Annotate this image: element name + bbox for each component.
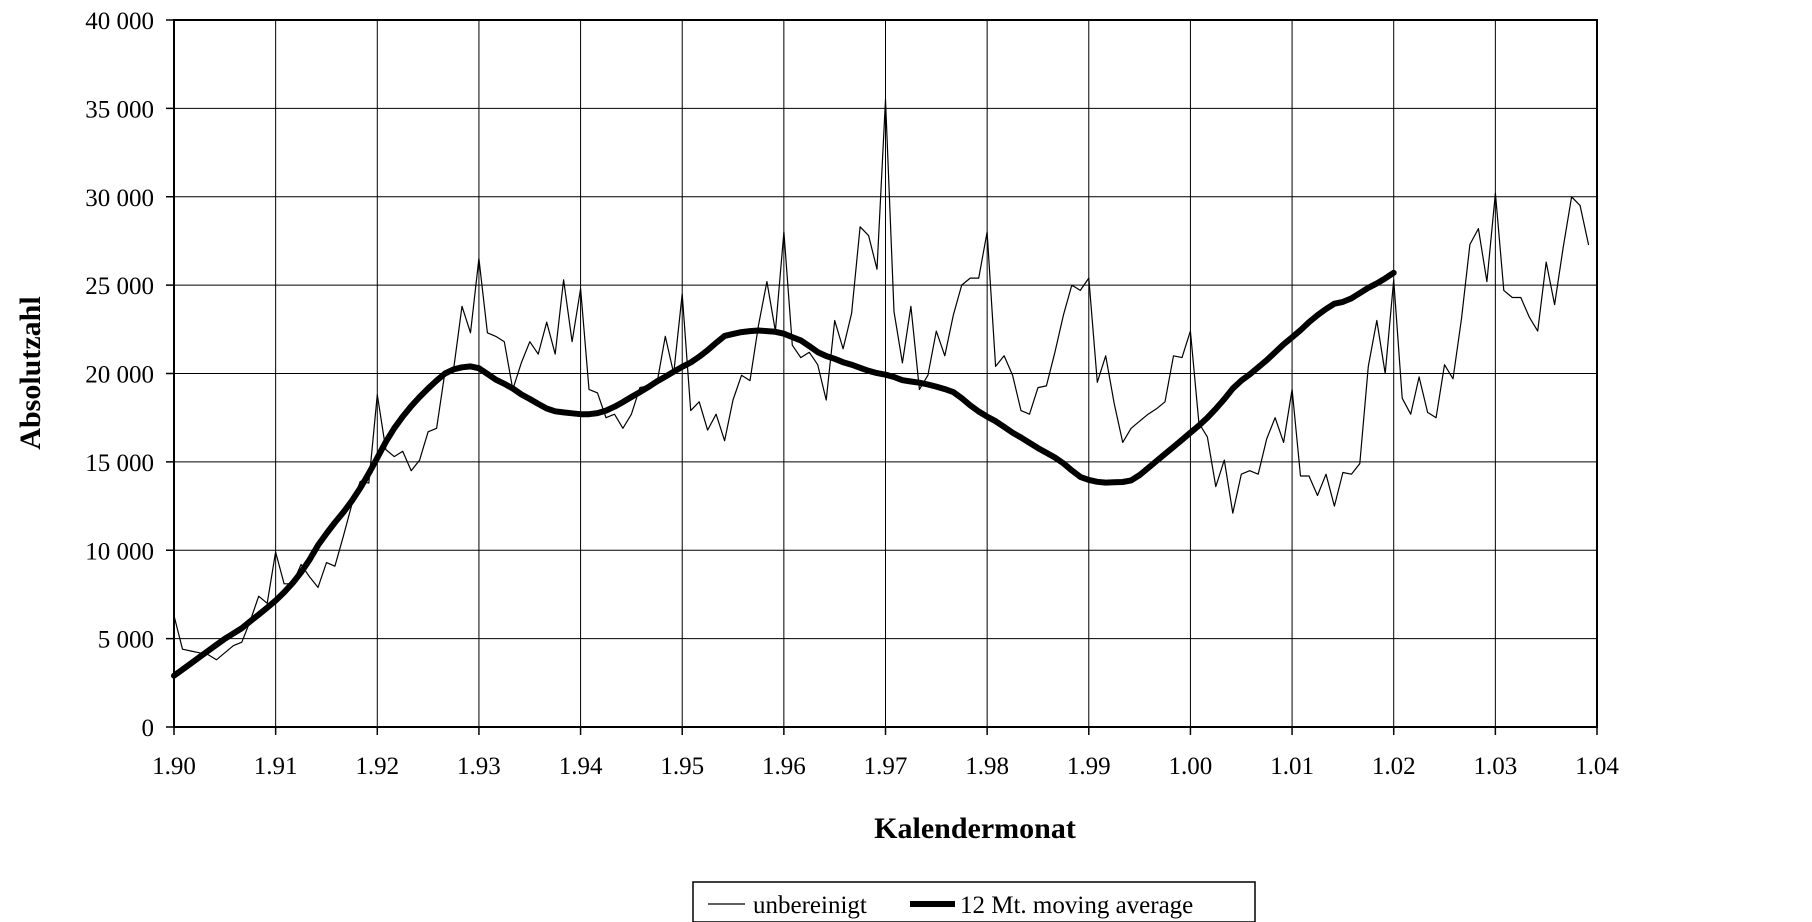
y-tick-label: 10 000	[85, 538, 154, 565]
series-line-moving-average	[171, 269, 1397, 679]
legend: unbereinigt 12 Mt. moving average	[692, 881, 1256, 922]
y-tick-label: 5 000	[98, 627, 154, 654]
x-tick-label: 1.95	[660, 753, 704, 780]
legend-label-moving-average: 12 Mt. moving average	[960, 892, 1193, 919]
x-tick-label: 1.94	[559, 753, 603, 780]
x-tick-label: 1.96	[762, 753, 806, 780]
x-tick-label: 1.93	[457, 753, 501, 780]
x-tick-label: 1.02	[1372, 753, 1416, 780]
series-layer	[171, 98, 1590, 679]
y-tick-label: 40 000	[85, 8, 154, 35]
y-tick-label: 20 000	[85, 362, 154, 389]
x-tick-label: 1.01	[1270, 753, 1314, 780]
series-line-unbereinigt	[173, 98, 1590, 661]
x-tick-label: 1.97	[864, 753, 908, 780]
legend-label-unbereinigt: unbereinigt	[753, 892, 867, 919]
legend-box	[692, 881, 1256, 922]
x-axis-title: Kalendermonat	[874, 812, 1076, 845]
y-tick-label: 35 000	[85, 96, 154, 123]
x-tick-label: 1.90	[152, 753, 196, 780]
y-tick-label: 25 000	[85, 273, 154, 300]
x-tick-label: 1.91	[254, 753, 298, 780]
x-tick-label: 1.00	[1169, 753, 1213, 780]
y-axis-title: Absolutzahl	[14, 296, 47, 449]
y-tick-label: 30 000	[85, 185, 154, 212]
y-tick-label: 15 000	[85, 450, 154, 477]
grid-lines	[173, 19, 1598, 728]
y-tick-label: 0	[142, 715, 155, 742]
x-tick-label: 1.98	[965, 753, 1009, 780]
x-axis-tick-labels: 1.90 1.91 1.92 1.93 1.94 1.95 1.96 1.97 1.98 1.99…	[152, 727, 1619, 780]
x-tick-label: 1.99	[1067, 753, 1111, 780]
x-tick-label: 1.92	[355, 753, 399, 780]
y-axis-tick-labels: 0 5 000 10 000 15 000 20 000 25 000 30 000 35 0…	[85, 8, 174, 742]
x-tick-label: 1.04	[1575, 753, 1619, 780]
x-tick-label: 1.03	[1473, 753, 1517, 780]
